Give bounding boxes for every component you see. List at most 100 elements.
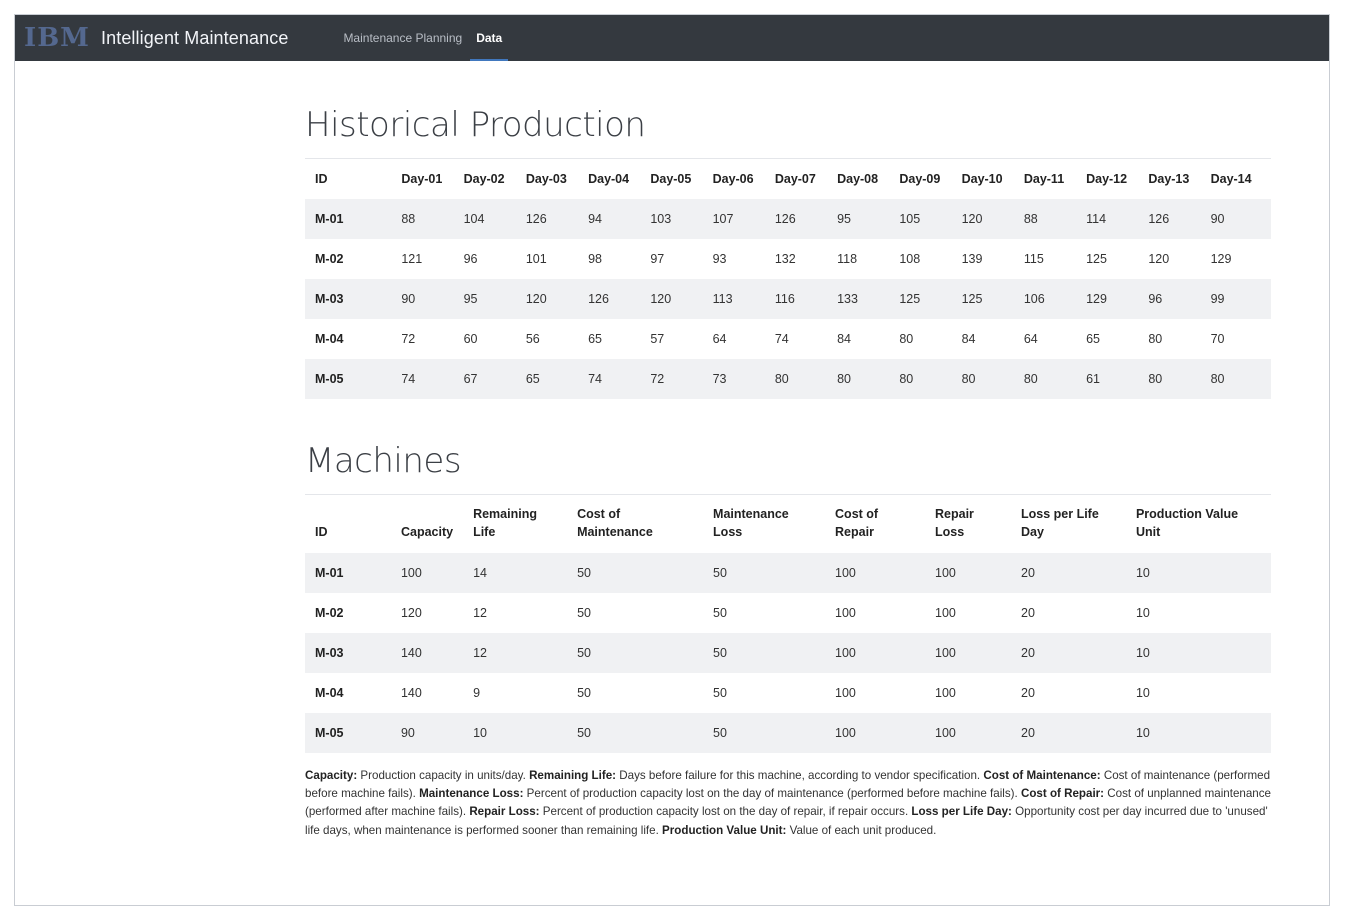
table-cell: 74 bbox=[774, 331, 789, 346]
definition-term: Capacity: bbox=[305, 769, 358, 782]
table-cell: 57 bbox=[650, 331, 665, 346]
definition-text: Value of each unit produced. bbox=[786, 823, 937, 837]
machines-table: ID Capacity Remaining Life Cost of Maintenanc… bbox=[305, 494, 1271, 753]
table-cell: 116 bbox=[774, 291, 795, 306]
table-cell: 100 bbox=[835, 645, 856, 660]
table-cell: 56 bbox=[525, 331, 540, 346]
table-cell: 126 bbox=[588, 291, 609, 306]
table-cell: 99 bbox=[1210, 291, 1225, 306]
table-cell: 50 bbox=[577, 605, 591, 620]
machine-id-cell: M-05 bbox=[315, 725, 344, 740]
table-cell: 10 bbox=[1135, 605, 1150, 620]
table-cell: 72 bbox=[401, 331, 416, 346]
table-cell: 50 bbox=[577, 645, 591, 660]
table-cell: 100 bbox=[835, 565, 856, 580]
column-header: Day-09 bbox=[899, 171, 941, 186]
app-title[interactable]: Intelligent Maintenance bbox=[101, 27, 289, 48]
definition-text: Cost of maintenance (performed before ma… bbox=[305, 769, 1271, 801]
column-header: Day-06 bbox=[712, 171, 754, 186]
definition-term: Production Value Unit: bbox=[662, 823, 787, 837]
definition-term: Repair Loss: bbox=[469, 805, 540, 819]
column-header: Day-05 bbox=[650, 171, 692, 186]
definition-term: Cost of Repair: bbox=[1020, 787, 1105, 801]
table-cell: 20 bbox=[1021, 565, 1035, 580]
table-cell: 97 bbox=[650, 251, 665, 266]
table-cell: 10 bbox=[1135, 725, 1150, 740]
column-header: Maintenance Loss bbox=[713, 506, 789, 539]
table-cell: 10 bbox=[1135, 685, 1150, 700]
table-cell: 106 bbox=[1023, 291, 1045, 306]
table-cell: 125 bbox=[1086, 251, 1107, 266]
table-row: M-02 121 96 101 98 97 93 132 118 108 139 115 125 120 1… bbox=[305, 239, 1271, 279]
table-cell: 108 bbox=[899, 251, 921, 266]
table-header-row: ID Day-01 Day-02 Day-03 Day-04 Day-05 Day-06 Da… bbox=[305, 158, 1271, 199]
ibm-logo[interactable]: IBM bbox=[24, 23, 90, 53]
table-cell: 104 bbox=[463, 211, 485, 226]
table-cell: 64 bbox=[712, 331, 727, 346]
table-row: M-02 120 12 50 50 100 100 20 10 bbox=[305, 593, 1271, 633]
table-cell: 126 bbox=[774, 211, 796, 226]
definition-text: Percent of production capacity lost on t… bbox=[539, 805, 912, 819]
table-cell: 129 bbox=[1086, 291, 1107, 306]
column-header: Day-07 bbox=[774, 171, 816, 186]
column-header: Cost of Repair bbox=[835, 506, 879, 539]
table-cell: 10 bbox=[1135, 565, 1150, 580]
table-cell: 121 bbox=[401, 251, 423, 266]
table-cell: 125 bbox=[961, 291, 983, 306]
column-header: Day-03 bbox=[525, 171, 567, 186]
definition-text: Opportunity cost per day incurred due to… bbox=[305, 805, 1268, 837]
table-row: M-01 88 104 126 94 103 107 126 95 105 120 88 114 126 9… bbox=[305, 198, 1271, 239]
table-cell: 20 bbox=[1021, 685, 1035, 700]
table-cell: 88 bbox=[401, 211, 416, 226]
table-cell: 80 bbox=[774, 371, 789, 386]
table-cell: 95 bbox=[463, 291, 478, 306]
table-cell: 120 bbox=[961, 211, 983, 226]
table-cell: 65 bbox=[588, 331, 602, 346]
table-cell: 20 bbox=[1021, 725, 1035, 740]
table-cell: 125 bbox=[899, 291, 921, 306]
table-cell: 120 bbox=[1148, 251, 1170, 266]
column-header: ID bbox=[315, 524, 328, 539]
table-cell: 126 bbox=[525, 211, 547, 226]
table-cell: 80 bbox=[1023, 371, 1038, 386]
column-header: Day-08 bbox=[837, 171, 879, 186]
definition-text: Production capacity in units/day. bbox=[357, 769, 530, 782]
table-cell: 12 bbox=[473, 605, 487, 620]
definition-text: Cost of unplanned maintenance (performed… bbox=[305, 787, 1271, 819]
table-cell: 84 bbox=[837, 331, 851, 346]
table-cell: 73 bbox=[712, 371, 727, 386]
table-cell: 120 bbox=[650, 291, 672, 306]
table-cell: 118 bbox=[837, 251, 858, 266]
definition-term: Loss per Life Day: bbox=[911, 805, 1012, 819]
nav-tab-data[interactable]: Data bbox=[469, 15, 509, 61]
table-cell: 20 bbox=[1021, 645, 1035, 660]
table-cell: 80 bbox=[1210, 371, 1225, 386]
table-row: M-04 72 60 56 65 57 64 74 84 80 84 64 65 80 70 bbox=[305, 319, 1271, 359]
table-cell: 50 bbox=[577, 685, 591, 700]
table-cell: 61 bbox=[1086, 371, 1100, 386]
machine-id-cell: M-05 bbox=[315, 371, 344, 386]
table-cell: 115 bbox=[1023, 251, 1044, 266]
nav-tab-maintenance-planning[interactable]: Maintenance Planning bbox=[343, 31, 463, 45]
table-cell: 114 bbox=[1086, 211, 1107, 226]
table-cell: 100 bbox=[835, 725, 856, 740]
table-row: M-05 74 67 65 74 72 73 80 80 80 80 80 61 80 80 bbox=[305, 358, 1271, 399]
table-cell: 65 bbox=[1086, 331, 1100, 346]
table-cell: 126 bbox=[1148, 211, 1170, 226]
table-cell: 74 bbox=[588, 371, 602, 386]
table-cell: 96 bbox=[1148, 291, 1163, 306]
table-cell: 9 bbox=[473, 685, 481, 700]
table-cell: 84 bbox=[961, 331, 976, 346]
table-cell: 67 bbox=[463, 371, 478, 386]
table-cell: 12 bbox=[473, 645, 487, 660]
table-row: M-03 140 12 50 50 100 100 20 10 bbox=[305, 632, 1271, 673]
table-cell: 65 bbox=[525, 371, 540, 386]
table-cell: 120 bbox=[400, 605, 422, 620]
definition-text: Percent of production capacity lost on t… bbox=[523, 787, 1021, 801]
machine-id-cell: M-03 bbox=[315, 645, 344, 660]
table-cell: 100 bbox=[835, 605, 856, 620]
table-cell: 100 bbox=[935, 685, 956, 700]
table-row: M-03 90 95 120 126 120 113 116 133 125 125 106 129 96… bbox=[305, 278, 1271, 319]
table-cell: 140 bbox=[400, 645, 422, 660]
column-header: Capacity bbox=[400, 524, 454, 539]
